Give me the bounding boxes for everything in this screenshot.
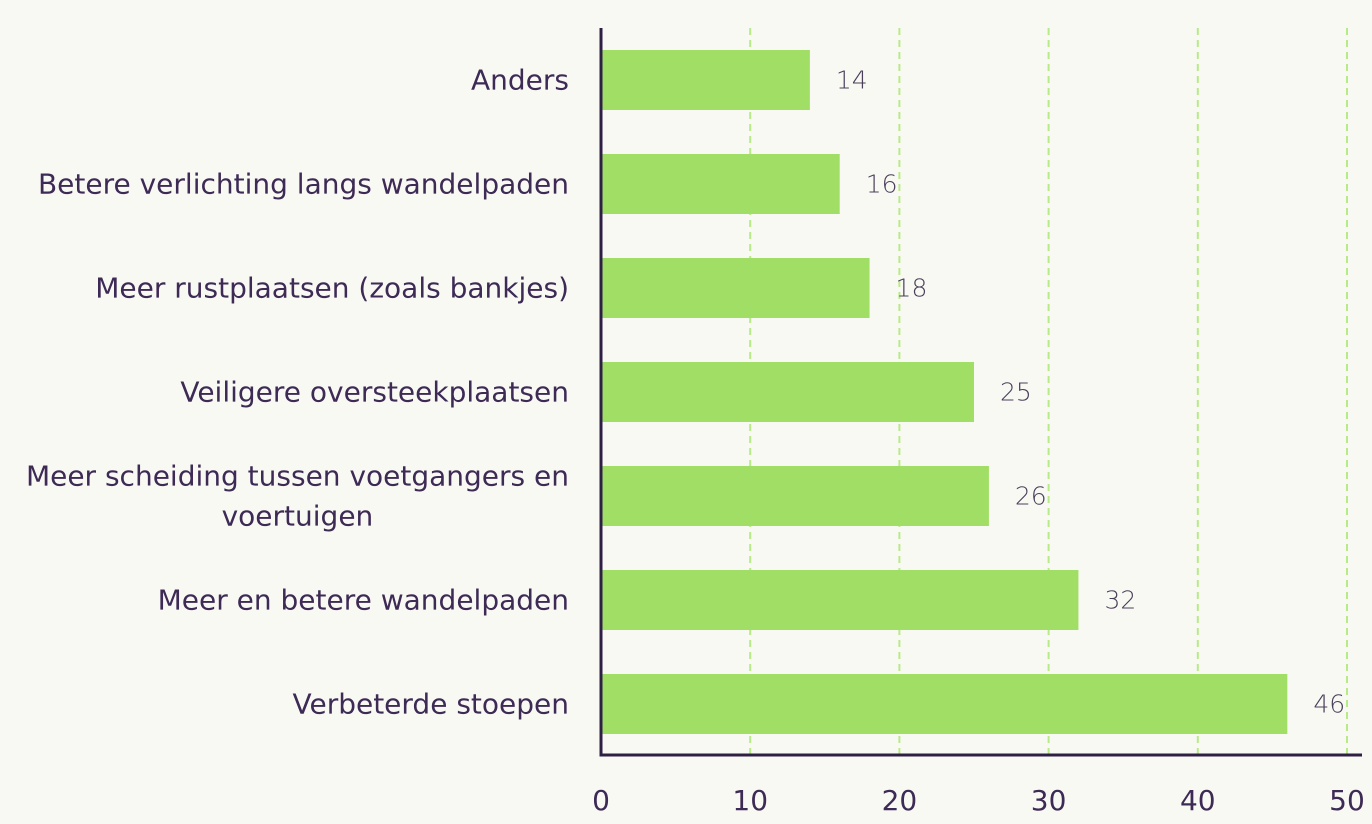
value-label-4: 25 [1000,378,1032,407]
x-tick-label-10: 10 [732,784,768,817]
x-tick-label-20: 20 [882,784,918,817]
category-label-7: Verbeterde stoepen [292,688,569,721]
value-labels: 14 16 18 25 26 32 46 [836,66,1345,719]
category-label-3: Meer rustplaatsen (zoals bankjes) [95,272,569,305]
bar-6 [601,570,1079,630]
bar-4 [601,362,974,422]
value-label-5: 26 [1015,482,1047,511]
axes [599,28,1362,757]
x-tick-label-30: 30 [1031,784,1067,817]
value-label-2: 16 [866,170,898,199]
bar-7 [601,674,1288,734]
category-label-5-line-2: voertuigen [222,500,374,533]
x-tick-label-40: 40 [1180,784,1216,817]
bar-3 [601,258,870,318]
category-label-6: Meer en betere wandelpaden [158,584,569,617]
gridlines [749,28,1348,755]
bar-5 [601,466,989,526]
x-tick-labels: 0 10 20 30 40 50 [592,784,1365,817]
bar-1 [601,50,810,110]
value-label-6: 32 [1104,586,1136,615]
value-label-7: 46 [1313,690,1345,719]
x-tick-label-0: 0 [592,784,610,817]
category-label-2: Betere verlichting langs wandelpaden [38,168,569,201]
bars [601,50,1288,734]
bar-2 [601,154,840,214]
value-label-1: 14 [836,66,868,95]
category-label-5-line-1: Meer scheiding tussen voetgangers en [26,460,569,493]
category-labels: Anders Betere verlichting langs wandelpad… [26,64,569,721]
category-label-4: Veiligere oversteekplaatsen [180,376,569,409]
value-label-3: 18 [896,274,928,303]
x-tick-label-50: 50 [1329,784,1365,817]
category-label-1: Anders [471,64,569,97]
